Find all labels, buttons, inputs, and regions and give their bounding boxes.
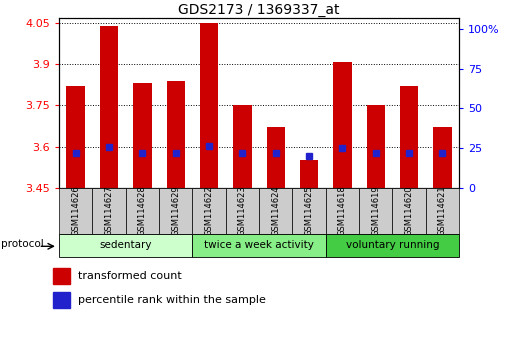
Bar: [200, 23, 218, 188]
Text: GSM114629: GSM114629: [171, 185, 180, 236]
Bar: [67, 86, 85, 188]
Text: GSM114622: GSM114622: [205, 185, 213, 236]
Text: voluntary running: voluntary running: [346, 240, 439, 250]
Bar: [226, 188, 259, 234]
Title: GDS2173 / 1369337_at: GDS2173 / 1369337_at: [179, 3, 340, 17]
Text: GSM114627: GSM114627: [105, 185, 113, 236]
Text: sedentary: sedentary: [100, 240, 152, 250]
Bar: [92, 188, 126, 234]
Bar: [192, 188, 226, 234]
Text: percentile rank within the sample: percentile rank within the sample: [78, 295, 266, 305]
Bar: [159, 188, 192, 234]
Bar: [426, 188, 459, 234]
Text: GSM114621: GSM114621: [438, 185, 447, 236]
Bar: [400, 86, 418, 188]
Bar: [433, 127, 451, 188]
Bar: [267, 127, 285, 188]
Text: GSM114619: GSM114619: [371, 185, 380, 236]
Bar: [53, 268, 70, 284]
Text: twice a week activity: twice a week activity: [204, 240, 314, 250]
Bar: [59, 188, 92, 234]
Bar: [359, 188, 392, 234]
Bar: [192, 234, 326, 257]
Bar: [167, 81, 185, 188]
Bar: [126, 188, 159, 234]
Bar: [233, 105, 251, 188]
Bar: [392, 188, 426, 234]
Text: transformed count: transformed count: [78, 271, 182, 281]
Text: protocol: protocol: [1, 239, 44, 249]
Bar: [259, 188, 292, 234]
Bar: [133, 84, 151, 188]
Bar: [300, 160, 318, 188]
Text: GSM114618: GSM114618: [338, 185, 347, 236]
Bar: [333, 62, 351, 188]
Text: GSM114624: GSM114624: [271, 185, 280, 236]
Text: GSM114628: GSM114628: [138, 185, 147, 236]
Bar: [100, 26, 118, 188]
Bar: [292, 188, 326, 234]
Bar: [53, 292, 70, 308]
Text: GSM114626: GSM114626: [71, 185, 80, 236]
Bar: [367, 105, 385, 188]
Bar: [326, 234, 459, 257]
Bar: [326, 188, 359, 234]
Text: GSM114620: GSM114620: [405, 185, 413, 236]
Bar: [59, 234, 192, 257]
Text: GSM114623: GSM114623: [238, 185, 247, 236]
Text: GSM114625: GSM114625: [305, 185, 313, 236]
